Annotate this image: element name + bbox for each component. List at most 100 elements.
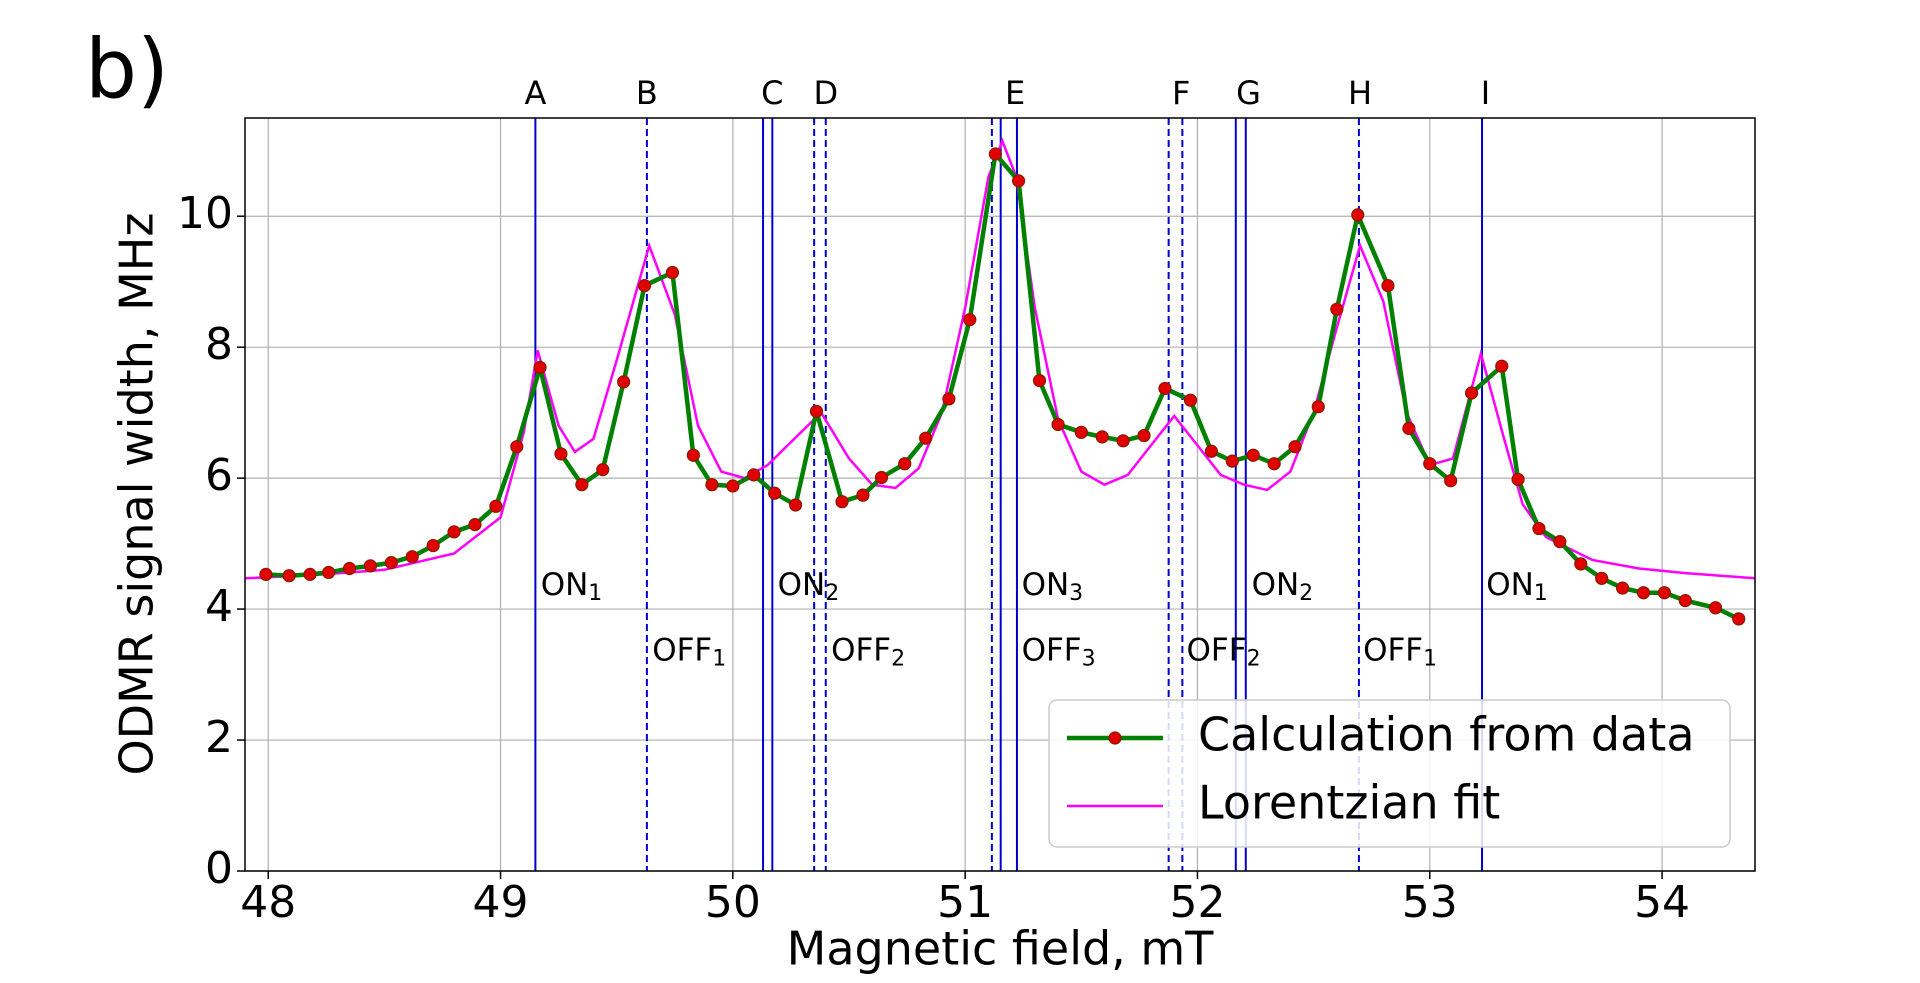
data-point [788, 498, 803, 512]
annotation-text: OFF [652, 632, 712, 668]
y-tick-label: 4 [205, 581, 233, 632]
data-point [489, 499, 503, 513]
data-point [1246, 448, 1260, 462]
annotation: ON1 [1486, 567, 1548, 607]
y-tick-label: 8 [205, 319, 233, 370]
data-point [1708, 601, 1723, 615]
annotation: OFF1 [652, 632, 726, 672]
line-label: A [524, 74, 546, 112]
annotation-sub: 2 [1299, 581, 1313, 606]
annotation: ON2 [1252, 567, 1314, 607]
annotation-text: OFF [1363, 632, 1423, 668]
line-label: E [1005, 74, 1025, 112]
data-point [342, 561, 357, 576]
data-point [363, 559, 378, 573]
line-label: F [1172, 74, 1190, 112]
line-label: G [1236, 74, 1261, 112]
data-point [554, 447, 568, 461]
legend-label: Lorentzian fit [1198, 776, 1500, 830]
data-point [1311, 400, 1325, 414]
data-point [1095, 430, 1109, 444]
annotation: OFF2 [1187, 632, 1261, 672]
data-point [686, 448, 700, 462]
data-point [665, 265, 680, 280]
data-point [637, 279, 652, 293]
data-point [1444, 474, 1458, 488]
data-point [1074, 425, 1088, 439]
data-point [1553, 535, 1567, 549]
data-point [1636, 586, 1651, 600]
data-point [898, 457, 912, 471]
data-point [1032, 373, 1047, 388]
data-point [510, 440, 524, 454]
legend-box [1048, 699, 1731, 848]
data-point [1381, 279, 1395, 293]
data-point [1574, 557, 1588, 571]
annotation-sub: 1 [1423, 647, 1437, 672]
annotation: OFF2 [831, 632, 905, 672]
data-point [1402, 421, 1416, 435]
data-point [259, 567, 273, 581]
annotation-sub: 2 [891, 647, 905, 672]
data-point [1116, 434, 1130, 448]
data-point [468, 518, 482, 532]
y-tick-label: 10 [177, 188, 233, 239]
line-label: B [636, 74, 658, 112]
data-point [1158, 381, 1172, 396]
annotation-text: OFF [1022, 632, 1082, 668]
data-point [726, 479, 740, 493]
data-point [617, 375, 631, 389]
data-point [919, 431, 933, 445]
data-point [1351, 208, 1365, 222]
data-point [575, 478, 589, 492]
annotation-text: ON [541, 567, 589, 603]
x-axis-label: Magnetic field, mT [787, 922, 1215, 976]
y-tick-label: 6 [205, 450, 233, 501]
panel-label: b) [85, 22, 169, 117]
line-label: I [1481, 74, 1490, 112]
data-point [768, 486, 782, 500]
data-point [282, 569, 296, 583]
line-label: C [761, 74, 783, 112]
x-tick-label: 52 [1169, 877, 1225, 928]
x-tick-label: 48 [240, 877, 296, 928]
annotation-text: OFF [1187, 632, 1247, 668]
data-point [1225, 454, 1239, 468]
data-point [1678, 593, 1692, 608]
data-point [1288, 440, 1302, 454]
data-point [1615, 581, 1630, 595]
x-tick-label: 53 [1402, 877, 1458, 928]
data-point [835, 495, 849, 509]
annotation: ON2 [778, 567, 840, 607]
x-tick-label: 50 [705, 877, 761, 928]
annotation: ON3 [1022, 567, 1084, 607]
data-point [1732, 612, 1746, 626]
annotation-text: ON [778, 567, 826, 603]
annotation: OFF3 [1022, 632, 1096, 672]
data-point [303, 567, 317, 581]
data-point [1495, 359, 1509, 373]
annotation-sub: 1 [1534, 581, 1548, 606]
data-point [1511, 472, 1525, 487]
annotation-text: OFF [831, 632, 891, 668]
data-point [447, 525, 461, 539]
data-point [963, 313, 977, 327]
data-point [1423, 457, 1437, 471]
data-point [596, 463, 610, 477]
annotation-text: ON [1022, 567, 1070, 603]
data-point [1595, 571, 1609, 585]
annotation-sub: 1 [588, 581, 602, 606]
data-point [322, 565, 336, 580]
data-point [1657, 586, 1672, 600]
annotation-text: ON [1486, 567, 1534, 603]
data-point [1051, 417, 1065, 432]
data-point [874, 470, 889, 485]
x-tick-label: 49 [473, 877, 529, 928]
y-axis-label: ODMR signal width, MHz [110, 212, 164, 775]
y-tick-label: 2 [205, 712, 233, 763]
data-point [1204, 444, 1219, 458]
annotation-sub: 2 [825, 581, 839, 606]
data-point [1330, 302, 1344, 316]
legend-marker [1108, 731, 1122, 745]
